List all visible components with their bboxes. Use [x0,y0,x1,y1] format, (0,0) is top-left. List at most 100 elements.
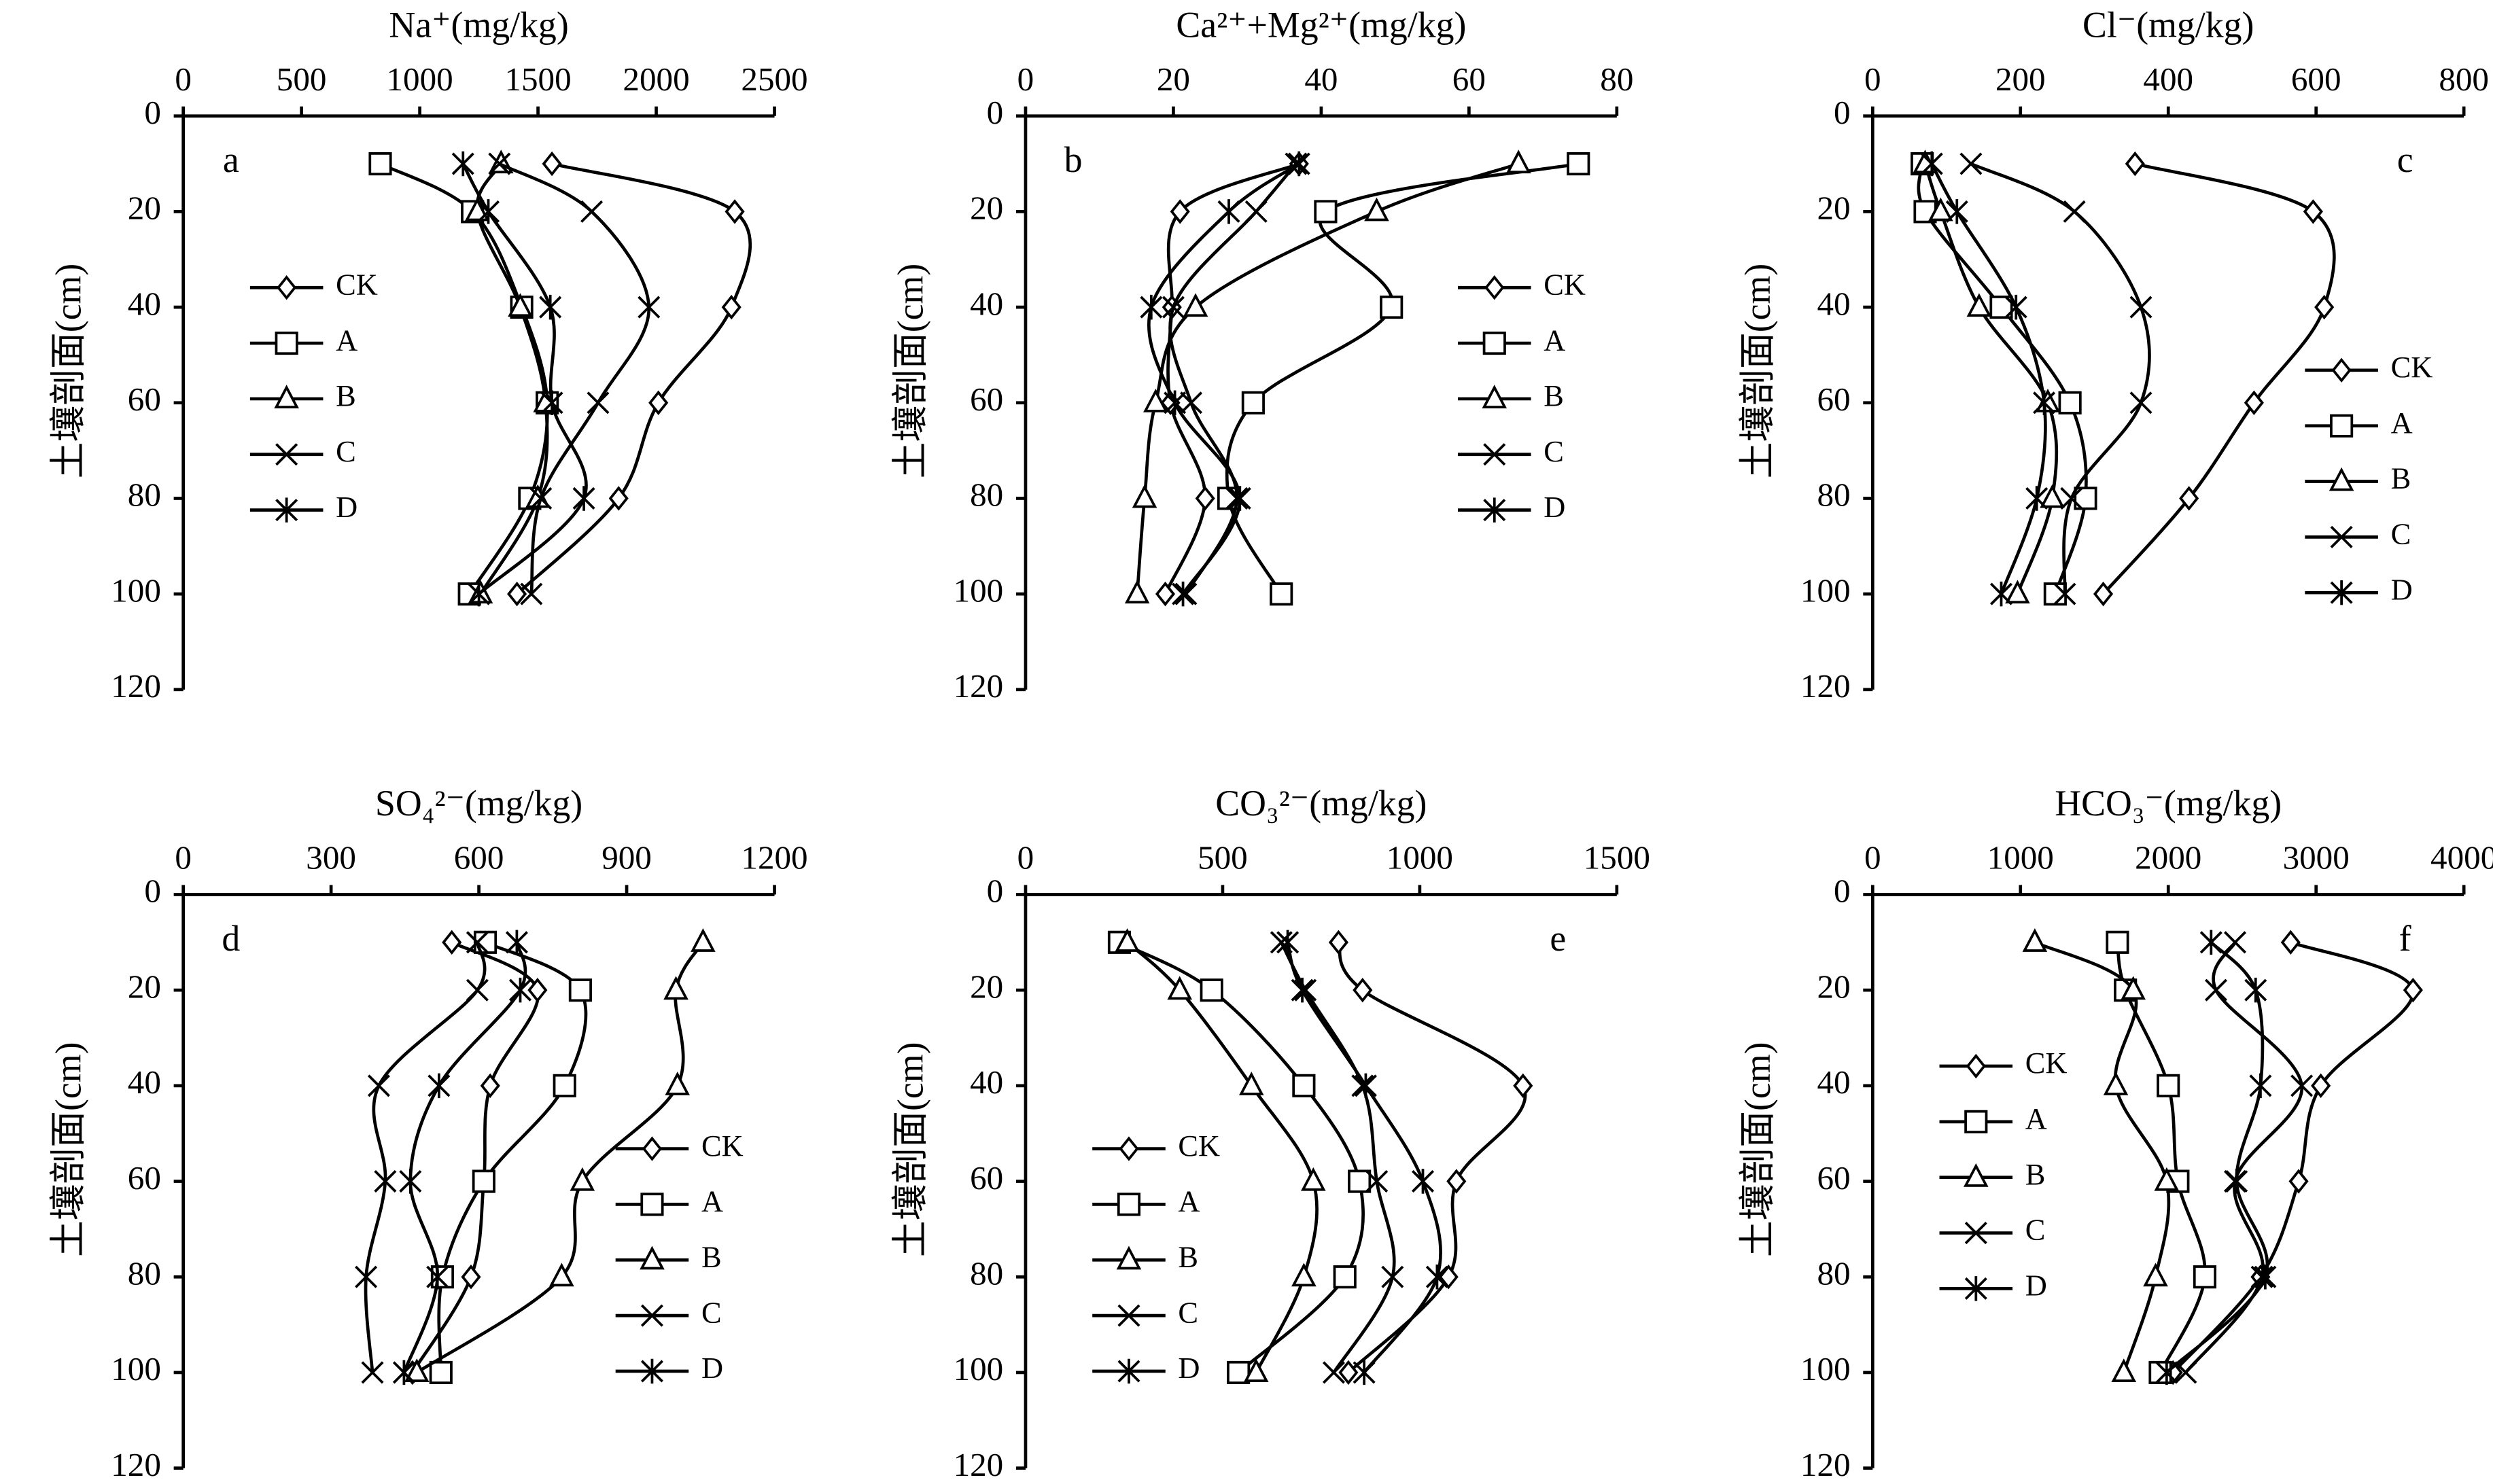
data-point [1301,1167,1326,1191]
y-tick-label: 120 [954,667,1004,705]
data-point [2288,1169,2309,1194]
y-tick-label: 100 [954,571,1004,609]
data-point [2058,391,2082,414]
x-tick-label: 2000 [2135,839,2201,877]
y-tick-label: 40 [1817,285,1850,322]
y-axis-title: 土壤剖面(cm) [890,264,931,479]
data-point [2125,151,2145,177]
series-curve [2034,940,2171,1373]
series-curve [1118,940,1365,1374]
data-point [540,390,563,416]
data-point [1183,293,1208,317]
series-curve [1917,163,2088,595]
data-point [468,581,491,607]
data-point [539,294,562,320]
data-point [368,152,392,176]
y-axis-title: 土壤剖面(cm) [1737,264,1778,479]
legend-label: C [336,434,356,468]
data-point [1505,149,1531,174]
legend-label: CK [2391,350,2433,384]
data-point [2280,930,2301,955]
y-tick-label: 40 [970,285,1003,322]
legend-marker [1964,1276,1987,1301]
data-point [2290,1074,2314,1097]
legend-label: C [1544,434,1564,468]
y-tick-label: 80 [128,1255,161,1292]
series-curve [1930,162,2047,595]
legend-marker [2330,580,2353,605]
y-tick-label: 80 [970,476,1003,514]
data-point [2250,1265,2273,1288]
y-tick-label: 100 [111,1350,161,1388]
legend-marker [1116,1246,1142,1270]
data-point [1411,1169,1435,1194]
series-curve [1126,941,1319,1373]
y-tick-label: 0 [987,94,1004,131]
data-point [392,1360,415,1385]
data-point [1333,1265,1357,1289]
data-point [480,1073,500,1099]
x-tick-label: 1500 [504,60,571,98]
data-point [2179,486,2199,511]
legend-label: D [2391,572,2413,606]
data-point [1353,1360,1376,1385]
data-point [1966,293,1992,317]
x-tick-label: 1000 [1987,839,2054,877]
series-curve [1923,163,2059,595]
data-point [691,928,716,952]
data-point [1164,390,1187,416]
data-point [1172,581,1195,607]
data-point [553,1074,576,1097]
data-point [520,582,543,605]
y-tick-label: 40 [970,1063,1003,1101]
y-tick-label: 20 [128,968,161,1005]
data-point [1425,1264,1448,1290]
panel-label: e [1550,918,1566,959]
data-point [429,1360,453,1384]
data-point [464,197,490,222]
data-point [461,1265,481,1290]
y-axis-title: 土壤剖面(cm) [48,264,88,479]
x-tick-label: 0 [175,839,192,877]
data-point [2060,487,2083,510]
data-point [451,151,474,177]
data-point [1241,391,1265,414]
data-point [442,930,462,955]
y-tick-label: 60 [128,381,161,418]
data-point [2005,580,2030,604]
x-tick-label: 80 [1600,60,1633,98]
legend-marker [277,275,297,300]
data-point [572,486,595,511]
data-point [355,1265,378,1288]
series-curve [2116,942,2207,1373]
legend-label: C [2025,1213,2046,1247]
x-tick-label: 0 [1017,60,1034,98]
data-point [2403,977,2423,1003]
data-point [428,1073,451,1099]
data-point [648,390,669,415]
series-curve [1337,941,1527,1374]
panel-title: HCO₃⁻(mg/kg) [2055,783,2282,824]
legend-marker [642,1136,663,1161]
panel-title: Cl⁻(mg/kg) [2082,4,2254,45]
legend-label: C [2391,517,2411,551]
series-curve [1286,942,1442,1374]
data-point [1314,200,1338,224]
data-point [1124,580,1150,604]
data-point [1292,1074,1316,1097]
y-tick-label: 80 [128,476,161,514]
data-point [2040,484,2065,508]
data-point [1322,1361,1345,1384]
data-point [1162,296,1185,319]
data-point [1115,928,1140,952]
data-point [542,151,562,177]
data-point [2199,930,2222,955]
data-point [1276,930,1300,955]
legend-label: A [1178,1184,1200,1218]
data-point [1338,1360,1359,1385]
x-tick-label: 900 [602,839,652,877]
y-tick-label: 0 [987,872,1004,910]
y-tick-label: 120 [111,1446,161,1483]
series-curve [1135,162,1519,595]
